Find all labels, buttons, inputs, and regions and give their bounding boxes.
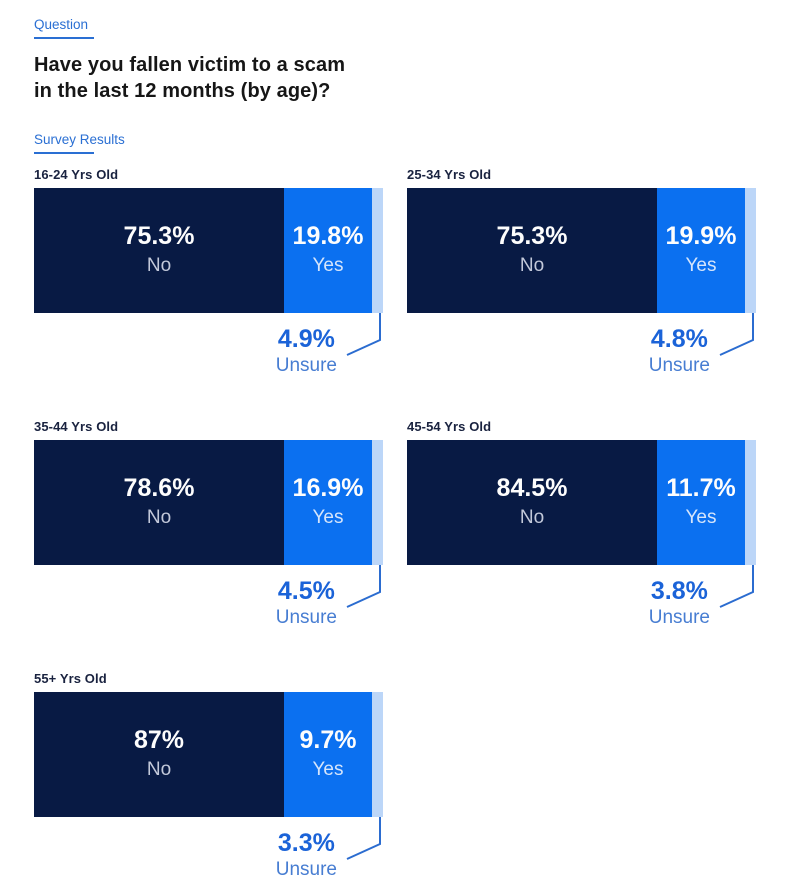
page-title-line-2: in the last 12 months (by age)? (34, 80, 331, 102)
segment-no: 78.6% No (34, 440, 284, 565)
segment-unsure (372, 692, 383, 817)
chart-title: 55+ Yrs Old (34, 671, 107, 686)
age-group-chart: 55+ Yrs Old 87% No 9.7% Yes 3.3% Unsure (34, 671, 383, 881)
no-label: No (519, 506, 545, 528)
no-percent-value: 87% (133, 726, 185, 755)
stacked-bar: 84.5% No 11.7% Yes (407, 440, 756, 565)
chart-title: 16-24 Yrs Old (34, 167, 119, 182)
callout-connector-line (719, 313, 754, 356)
chart-title: 25-34 Yrs Old (407, 167, 492, 182)
segment-yes: 9.7% Yes (284, 692, 372, 817)
unsure-label: Unsure (275, 859, 337, 881)
unsure-callout: 4.8% Unsure (407, 313, 756, 377)
no-percent-value: 84.5% (496, 474, 568, 503)
segment-unsure (372, 440, 383, 565)
page-title-line-1: Have you fallen victim to a scam (34, 54, 346, 76)
callout-connector-line (346, 565, 381, 608)
stacked-bar: 87% No 9.7% Yes (34, 692, 383, 817)
callout-connector-line (346, 817, 381, 860)
callout-connector-line (346, 313, 381, 356)
chart-title: 35-44 Yrs Old (34, 419, 119, 434)
no-label: No (519, 254, 545, 276)
age-group-chart: 45-54 Yrs Old 84.5% No 11.7% Yes 3.8% Un… (407, 419, 756, 629)
segment-yes: 16.9% Yes (284, 440, 372, 565)
yes-percent-value: 11.7% (666, 474, 736, 503)
yes-percent-value: 16.9% (292, 474, 364, 503)
chart-title: 45-54 Yrs Old (407, 419, 492, 434)
yes-label: Yes (312, 758, 344, 780)
segment-no: 84.5% No (407, 440, 657, 565)
yes-percent-value: 19.8% (292, 222, 364, 251)
yes-percent-value: 19.9% (665, 222, 737, 251)
segment-unsure (745, 188, 756, 313)
stacked-bar: 75.3% No 19.9% Yes (407, 188, 756, 313)
segment-unsure (372, 188, 383, 313)
segment-yes: 11.7% Yes (657, 440, 745, 565)
question-tab[interactable]: Question (34, 17, 94, 39)
charts-grid: 16-24 Yrs Old 75.3% No 19.8% Yes 4.9% Un… (34, 167, 794, 881)
unsure-callout: 4.5% Unsure (34, 565, 383, 629)
yes-label: Yes (312, 254, 344, 276)
survey-results-tab[interactable]: Survey Results (34, 132, 125, 154)
unsure-label: Unsure (648, 355, 710, 377)
no-label: No (146, 758, 172, 780)
no-percent-value: 75.3% (496, 222, 568, 251)
segment-yes: 19.8% Yes (284, 188, 372, 313)
yes-label: Yes (685, 506, 717, 528)
segment-unsure (745, 440, 756, 565)
unsure-percent-value: 3.3% (277, 829, 335, 857)
callout-connector-line (719, 565, 754, 608)
segment-no: 75.3% No (407, 188, 657, 313)
unsure-percent-value: 4.8% (650, 325, 708, 353)
unsure-label: Unsure (275, 607, 337, 629)
segment-no: 87% No (34, 692, 284, 817)
no-label: No (146, 506, 172, 528)
age-group-chart: 25-34 Yrs Old 75.3% No 19.9% Yes 4.8% Un… (407, 167, 756, 377)
age-group-chart: 35-44 Yrs Old 78.6% No 16.9% Yes 4.5% Un… (34, 419, 383, 629)
unsure-percent-value: 4.9% (277, 325, 335, 353)
unsure-callout: 4.9% Unsure (34, 313, 383, 377)
segment-no: 75.3% No (34, 188, 284, 313)
yes-label: Yes (685, 254, 717, 276)
no-percent-value: 78.6% (123, 474, 195, 503)
unsure-callout: 3.3% Unsure (34, 817, 383, 881)
unsure-percent-value: 4.5% (277, 577, 335, 605)
unsure-label: Unsure (275, 355, 337, 377)
yes-percent-value: 9.7% (299, 726, 357, 755)
age-group-chart: 16-24 Yrs Old 75.3% No 19.8% Yes 4.9% Un… (34, 167, 383, 377)
segment-yes: 19.9% Yes (657, 188, 745, 313)
unsure-percent-value: 3.8% (650, 577, 708, 605)
yes-label: Yes (312, 506, 344, 528)
unsure-label: Unsure (648, 607, 710, 629)
stacked-bar: 78.6% No 16.9% Yes (34, 440, 383, 565)
unsure-callout: 3.8% Unsure (407, 565, 756, 629)
no-percent-value: 75.3% (123, 222, 195, 251)
no-label: No (146, 254, 172, 276)
stacked-bar: 75.3% No 19.8% Yes (34, 188, 383, 313)
page-title: Have you fallen victim to a scam in the … (34, 52, 794, 104)
